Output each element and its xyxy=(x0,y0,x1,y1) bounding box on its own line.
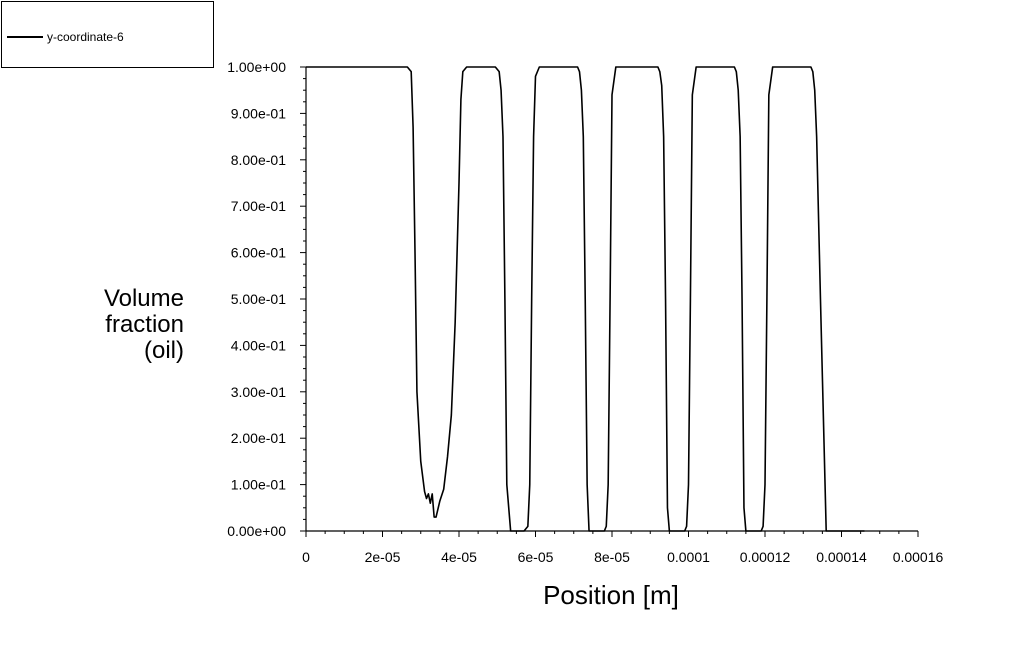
x-tick-label: 0.00012 xyxy=(740,549,791,565)
y-tick-label: 2.00e-01 xyxy=(231,430,286,446)
x-tick-label: 0 xyxy=(302,549,310,565)
x-tick-label: 4e-05 xyxy=(441,549,477,565)
y-axis-label-line-1: Volume xyxy=(103,285,184,312)
y-tick-label: 3.00e-01 xyxy=(231,384,286,400)
y-tick-label: 8.00e-01 xyxy=(231,152,286,168)
y-axis-label: Volume fraction (oil) xyxy=(60,286,184,364)
x-tick-label: 6e-05 xyxy=(518,549,554,565)
y-tick-label: 0.00e+00 xyxy=(227,523,286,539)
x-tick-label: 0.00016 xyxy=(893,549,944,565)
y-tick-label: 9.00e-01 xyxy=(231,105,286,121)
x-tick-label: 2e-05 xyxy=(365,549,401,565)
series-layer xyxy=(306,66,865,532)
y-tick-label: 6.00e-01 xyxy=(231,245,286,261)
x-axis-label: Position [m] xyxy=(543,580,679,610)
ticks: 0 2e-05 4e-05 6e-05 8e-05 0.0001 0.00012 0.0001… xyxy=(227,59,943,565)
y-tick-label: 1.00e+00 xyxy=(227,59,286,75)
y-tick-label: 1.00e-01 xyxy=(231,477,286,493)
legend: y-coordinate-6 xyxy=(1,1,214,68)
x-tick-label: 0.0001 xyxy=(667,549,710,565)
x-tick-label: 0.00014 xyxy=(816,549,867,565)
x-tick-label: 8e-05 xyxy=(594,549,630,565)
y-tick-label: 7.00e-01 xyxy=(231,198,286,214)
legend-label: y-coordinate-6 xyxy=(47,30,124,44)
y-axis-label-line-2: fraction xyxy=(105,311,184,338)
series-line-y-coordinate-6 xyxy=(306,66,865,532)
y-axis-label-line-3: (oil) xyxy=(144,337,184,364)
y-tick-label: 5.00e-01 xyxy=(231,291,286,307)
legend-line-swatch xyxy=(7,36,43,38)
y-tick-label: 4.00e-01 xyxy=(231,337,286,353)
